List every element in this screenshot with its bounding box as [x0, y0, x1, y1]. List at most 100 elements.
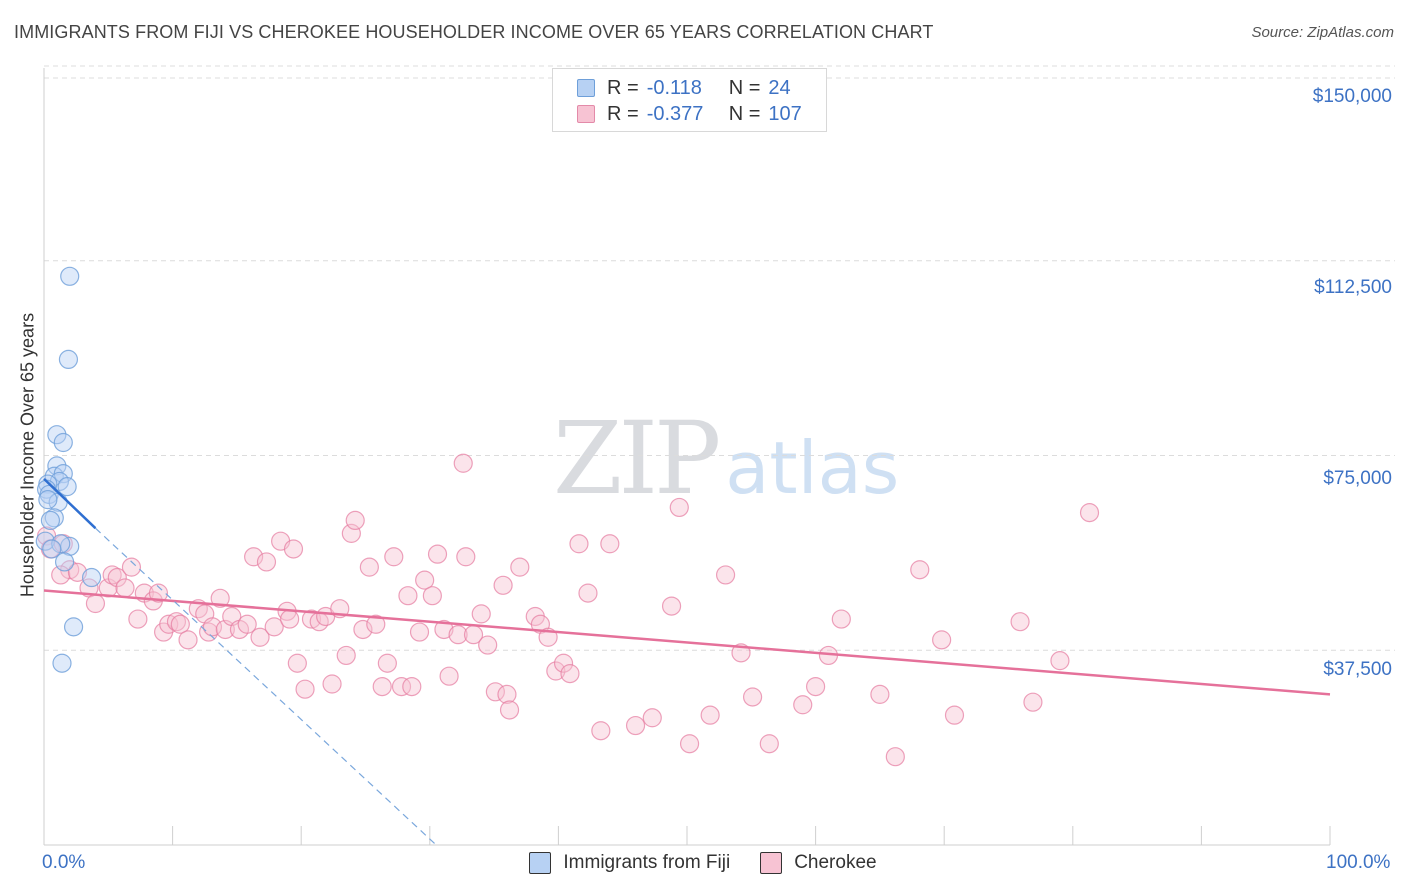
cherokee-point [510, 557, 530, 577]
cherokee-point [642, 708, 662, 728]
cherokee-point [121, 557, 142, 577]
legend-r-label: R = [607, 102, 639, 125]
fiji-point [38, 490, 58, 510]
fiji-point [58, 349, 79, 370]
y-tick-label-75000: $75,000 [1323, 468, 1392, 489]
cherokee-point [85, 593, 106, 614]
cherokee-point [870, 684, 890, 704]
cherokee-point [661, 596, 682, 616]
fiji-point [57, 477, 77, 497]
cherokee-point [497, 684, 517, 704]
fiji-point [53, 432, 73, 453]
series-legend: Immigrants from Fiji Cherokee [0, 852, 1406, 874]
cherokee-point [1079, 503, 1100, 523]
cherokee-point [499, 700, 520, 720]
cherokee-point [700, 705, 720, 725]
cherokee-point [434, 619, 454, 640]
cherokee-point [805, 676, 826, 697]
cherokee-point [336, 645, 356, 666]
legend-r-label: R = [607, 76, 639, 99]
cherokee-point [256, 552, 277, 572]
cherokee-point [422, 586, 442, 606]
cherokee-point [287, 653, 307, 673]
legend-r-value-fiji: -0.118 [646, 76, 702, 99]
legend-r-value-cherokee: -0.377 [646, 102, 704, 125]
cherokee-point [391, 676, 412, 697]
series-legend-item-fiji[interactable]: Immigrants from Fiji [529, 852, 730, 874]
cherokee-point [569, 534, 589, 554]
cherokee-point [578, 583, 598, 603]
cherokee-point [250, 627, 270, 647]
cherokee-point [264, 617, 284, 637]
y-tick-label-112500: $112,500 [1314, 277, 1392, 298]
cherokee-point [478, 635, 498, 655]
cherokee-point [625, 715, 646, 736]
fiji-trend-extension [95, 527, 437, 846]
x-tick-label-min: 0.0% [42, 852, 86, 873]
series-label-cherokee: Cherokee [794, 852, 877, 873]
fiji-point [54, 552, 75, 572]
series-swatch-cherokee [760, 852, 783, 874]
cherokee-point [439, 666, 459, 686]
cherokee-point [742, 687, 763, 707]
cherokee-point [107, 567, 127, 588]
fiji-point [81, 567, 102, 588]
cherokee-point [944, 705, 965, 725]
y-tick-label-150000: $150,000 [1312, 86, 1392, 107]
series-swatch-fiji [529, 852, 552, 874]
fiji-point [63, 617, 84, 637]
cherokee-point [485, 682, 505, 702]
cherokee-point [409, 622, 430, 642]
cherokee-point [170, 614, 190, 634]
cherokee-point [377, 653, 397, 673]
legend-swatch-cherokee [577, 105, 595, 123]
cherokee-point [553, 653, 574, 673]
cherokee-point [372, 676, 392, 697]
y-axis-label: Householder Income Over 65 years [17, 312, 38, 598]
cherokee-point [715, 565, 736, 585]
cherokee-point [831, 609, 851, 629]
cherokee-point [493, 575, 513, 595]
cherokee-point [402, 676, 422, 697]
legend-n-value-cherokee: 107 [768, 102, 802, 125]
fiji-point [51, 534, 71, 554]
cherokee-point [199, 622, 219, 642]
cherokee-trend-line [43, 589, 1331, 696]
x-tick-label-max: 100.0% [1326, 852, 1391, 873]
legend-row-cherokee: R = -0.377 N = 107 [577, 101, 802, 127]
cherokee-point [283, 539, 304, 559]
cherokee-point [359, 557, 379, 577]
legend-n-value-fiji: 24 [768, 76, 791, 99]
cherokee-point [366, 614, 386, 634]
cherokee-point [679, 734, 700, 754]
cherokee-point [1010, 612, 1030, 632]
cherokee-point [384, 547, 404, 567]
cherokee-point [448, 625, 468, 645]
cherokee-point [398, 586, 418, 606]
cherokee-point [600, 534, 620, 554]
cherokee-point [345, 510, 365, 531]
correlation-legend: R = -0.118 N = 24 R = -0.377 N = 107 [552, 68, 827, 132]
cherokee-point [456, 547, 476, 567]
cherokee-point [322, 674, 342, 694]
cherokee-point [295, 679, 315, 699]
cherokee-point [932, 630, 952, 650]
cherokee-point [67, 562, 88, 582]
cherokee-point [1050, 651, 1070, 671]
fiji-point [47, 425, 67, 445]
cherokee-point [669, 497, 689, 518]
cherokee-point [759, 734, 779, 754]
cherokee-point [237, 614, 257, 634]
legend-n-label: N = [728, 102, 761, 125]
fiji-point [52, 653, 72, 673]
legend-n-label: N = [728, 76, 761, 99]
series-label-fiji: Immigrants from Fiji [563, 852, 731, 873]
cherokee-point [280, 609, 300, 629]
series-legend-item-cherokee[interactable]: Cherokee [760, 852, 877, 874]
cherokee-point [128, 609, 148, 629]
source-label: Source: ZipAtlas.com [1251, 24, 1394, 41]
legend-row-fiji: R = -0.118 N = 24 [577, 75, 791, 101]
cherokee-point [453, 453, 473, 473]
cherokee-point [210, 588, 230, 608]
